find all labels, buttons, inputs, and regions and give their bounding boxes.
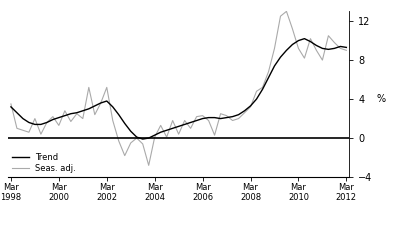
Seas. adj. [158,124,163,127]
Trend [158,131,163,133]
Seas. adj. [98,102,103,104]
Trend [248,105,253,107]
Trend [242,109,247,112]
Seas. adj. [284,10,289,13]
Trend [98,102,103,104]
Seas. adj. [248,106,253,108]
Trend [27,121,31,124]
Y-axis label: %: % [376,94,385,104]
Line: Seas. adj.: Seas. adj. [11,11,346,165]
Trend [21,117,25,120]
Seas. adj. [9,103,13,105]
Seas. adj. [21,129,25,132]
Seas. adj. [27,131,31,133]
Line: Trend: Trend [11,39,346,139]
Seas. adj. [242,111,247,114]
Trend [140,138,145,141]
Trend [9,106,13,108]
Trend [344,46,349,49]
Seas. adj. [146,164,151,167]
Legend: Trend, Seas. adj.: Trend, Seas. adj. [12,153,76,173]
Trend [302,37,307,40]
Seas. adj. [344,49,349,52]
